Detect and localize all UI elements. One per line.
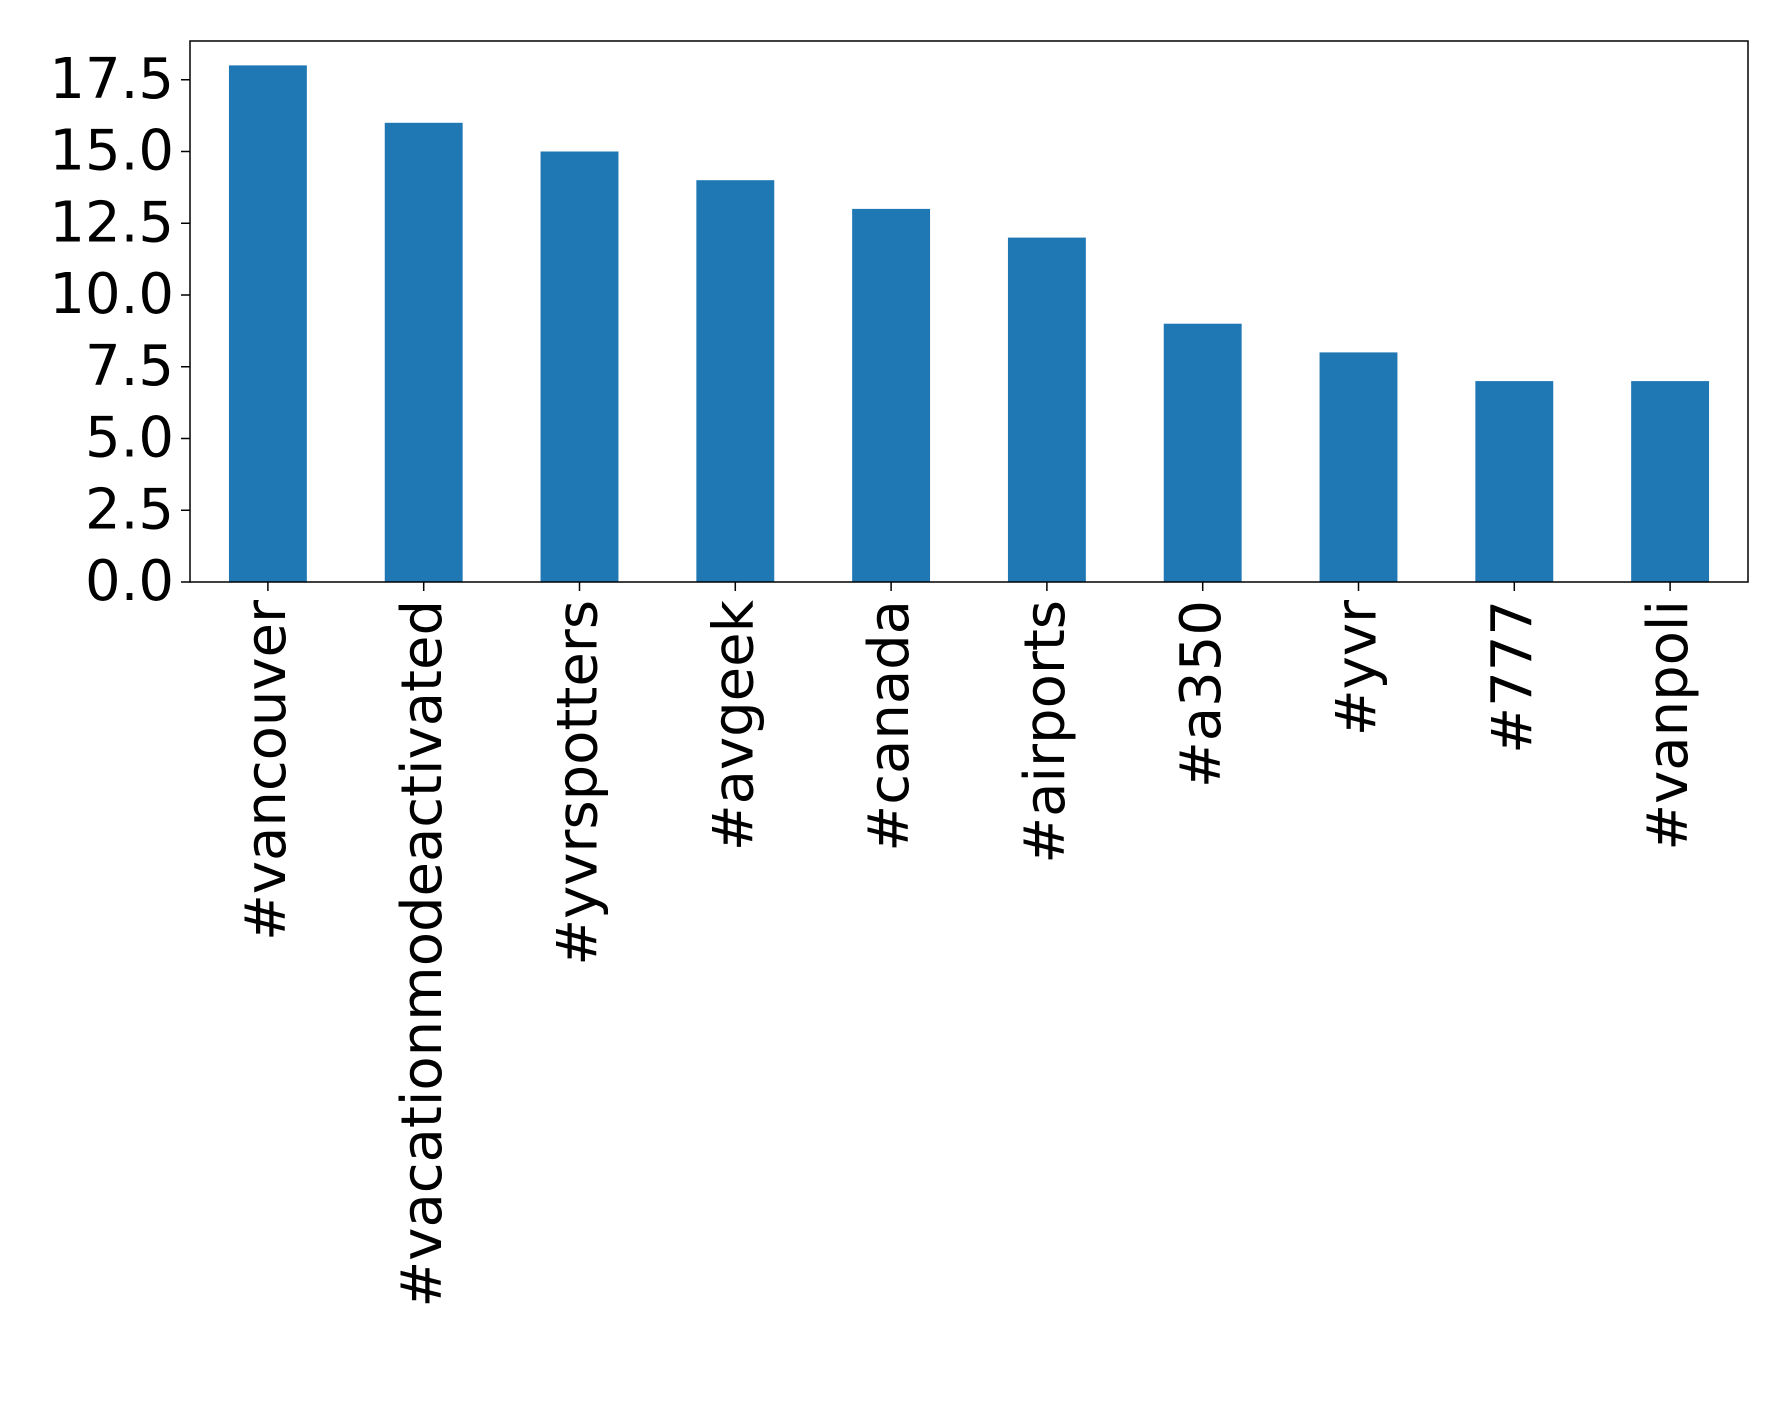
y-tick-label: 0.0 bbox=[85, 549, 174, 614]
bar bbox=[384, 122, 463, 583]
bar bbox=[1007, 237, 1086, 583]
bar bbox=[1319, 352, 1398, 582]
bar bbox=[1163, 323, 1242, 582]
x-tick-label: #vancouver bbox=[234, 599, 299, 941]
y-tick-label: 2.5 bbox=[85, 477, 174, 542]
y-tick-label: 5.0 bbox=[85, 406, 174, 471]
plot-frame bbox=[189, 40, 1749, 583]
y-tick-label: 12.5 bbox=[49, 190, 174, 255]
y-tick-label: 15.0 bbox=[49, 119, 174, 184]
x-tick-label: #avgeek bbox=[701, 599, 766, 851]
bar bbox=[852, 208, 931, 582]
bar bbox=[228, 65, 307, 583]
x-tick-label: #yvrspotters bbox=[546, 600, 611, 966]
x-tick-label: #canada bbox=[857, 600, 922, 852]
x-tick-label: #yvr bbox=[1325, 599, 1390, 736]
x-tick-label: #a350 bbox=[1169, 600, 1234, 788]
bar bbox=[540, 151, 619, 582]
bar bbox=[1475, 381, 1554, 582]
bar bbox=[1631, 381, 1710, 582]
x-tick-label: #vanpoli bbox=[1636, 600, 1701, 851]
x-tick-label: #airports bbox=[1013, 600, 1078, 864]
y-tick-label: 10.0 bbox=[49, 262, 174, 327]
x-tick-label: #777 bbox=[1480, 600, 1545, 754]
y-tick-label: 17.5 bbox=[49, 47, 174, 112]
y-tick-label: 7.5 bbox=[85, 334, 174, 399]
x-tick-label: #vacationmodeactivated bbox=[390, 600, 455, 1308]
bar bbox=[696, 180, 775, 582]
